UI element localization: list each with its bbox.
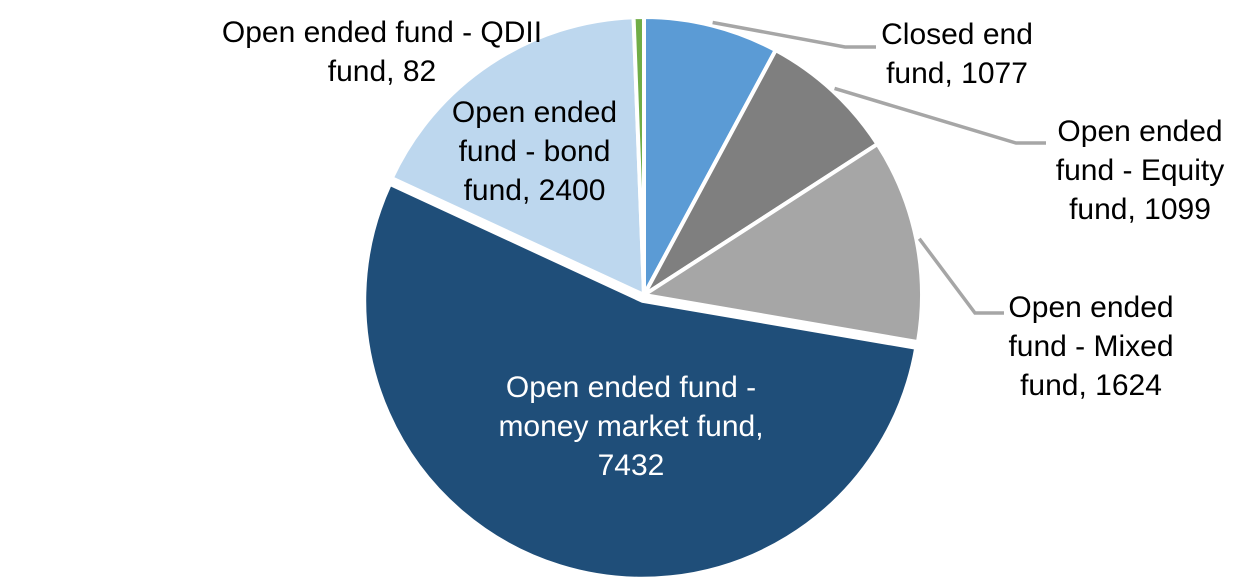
data-label-open-ended-mixed-fund: Open ended fund - Mixed fund, 1624 bbox=[1008, 291, 1174, 402]
pie-slice-open-ended-bond-fund bbox=[389, 15, 647, 299]
pie-slice-open-ended-equity-fund bbox=[642, 47, 881, 297]
data-label-open-ended-bond-fund: Open ended fund - bond fund, 2400 bbox=[451, 96, 618, 207]
leader-line-open-ended-equity-fund bbox=[834, 86, 1046, 145]
data-label-open-ended-equity-fund: Open ended fund - Equity fund, 1099 bbox=[1055, 115, 1225, 226]
data-label-open-ended-money-market-fund: Open ended fund - money market fund, 743… bbox=[498, 371, 764, 482]
pie-slice-open-ended-mixed-fund bbox=[638, 141, 924, 345]
data-label-open-ended-qdii-fund: Open ended fund - QDII fund, 82 bbox=[221, 16, 543, 88]
pie-slice-open-ended-qdii-fund bbox=[631, 14, 646, 296]
leader-line-open-ended-mixed-fund bbox=[917, 237, 1004, 315]
leader-line-closed-end-fund bbox=[712, 20, 876, 49]
pie-slice-open-ended-money-market-fund bbox=[362, 181, 919, 581]
pie-slice-closed-end-fund bbox=[642, 14, 779, 296]
data-label-closed-end-fund: Closed end fund, 1077 bbox=[881, 18, 1033, 90]
